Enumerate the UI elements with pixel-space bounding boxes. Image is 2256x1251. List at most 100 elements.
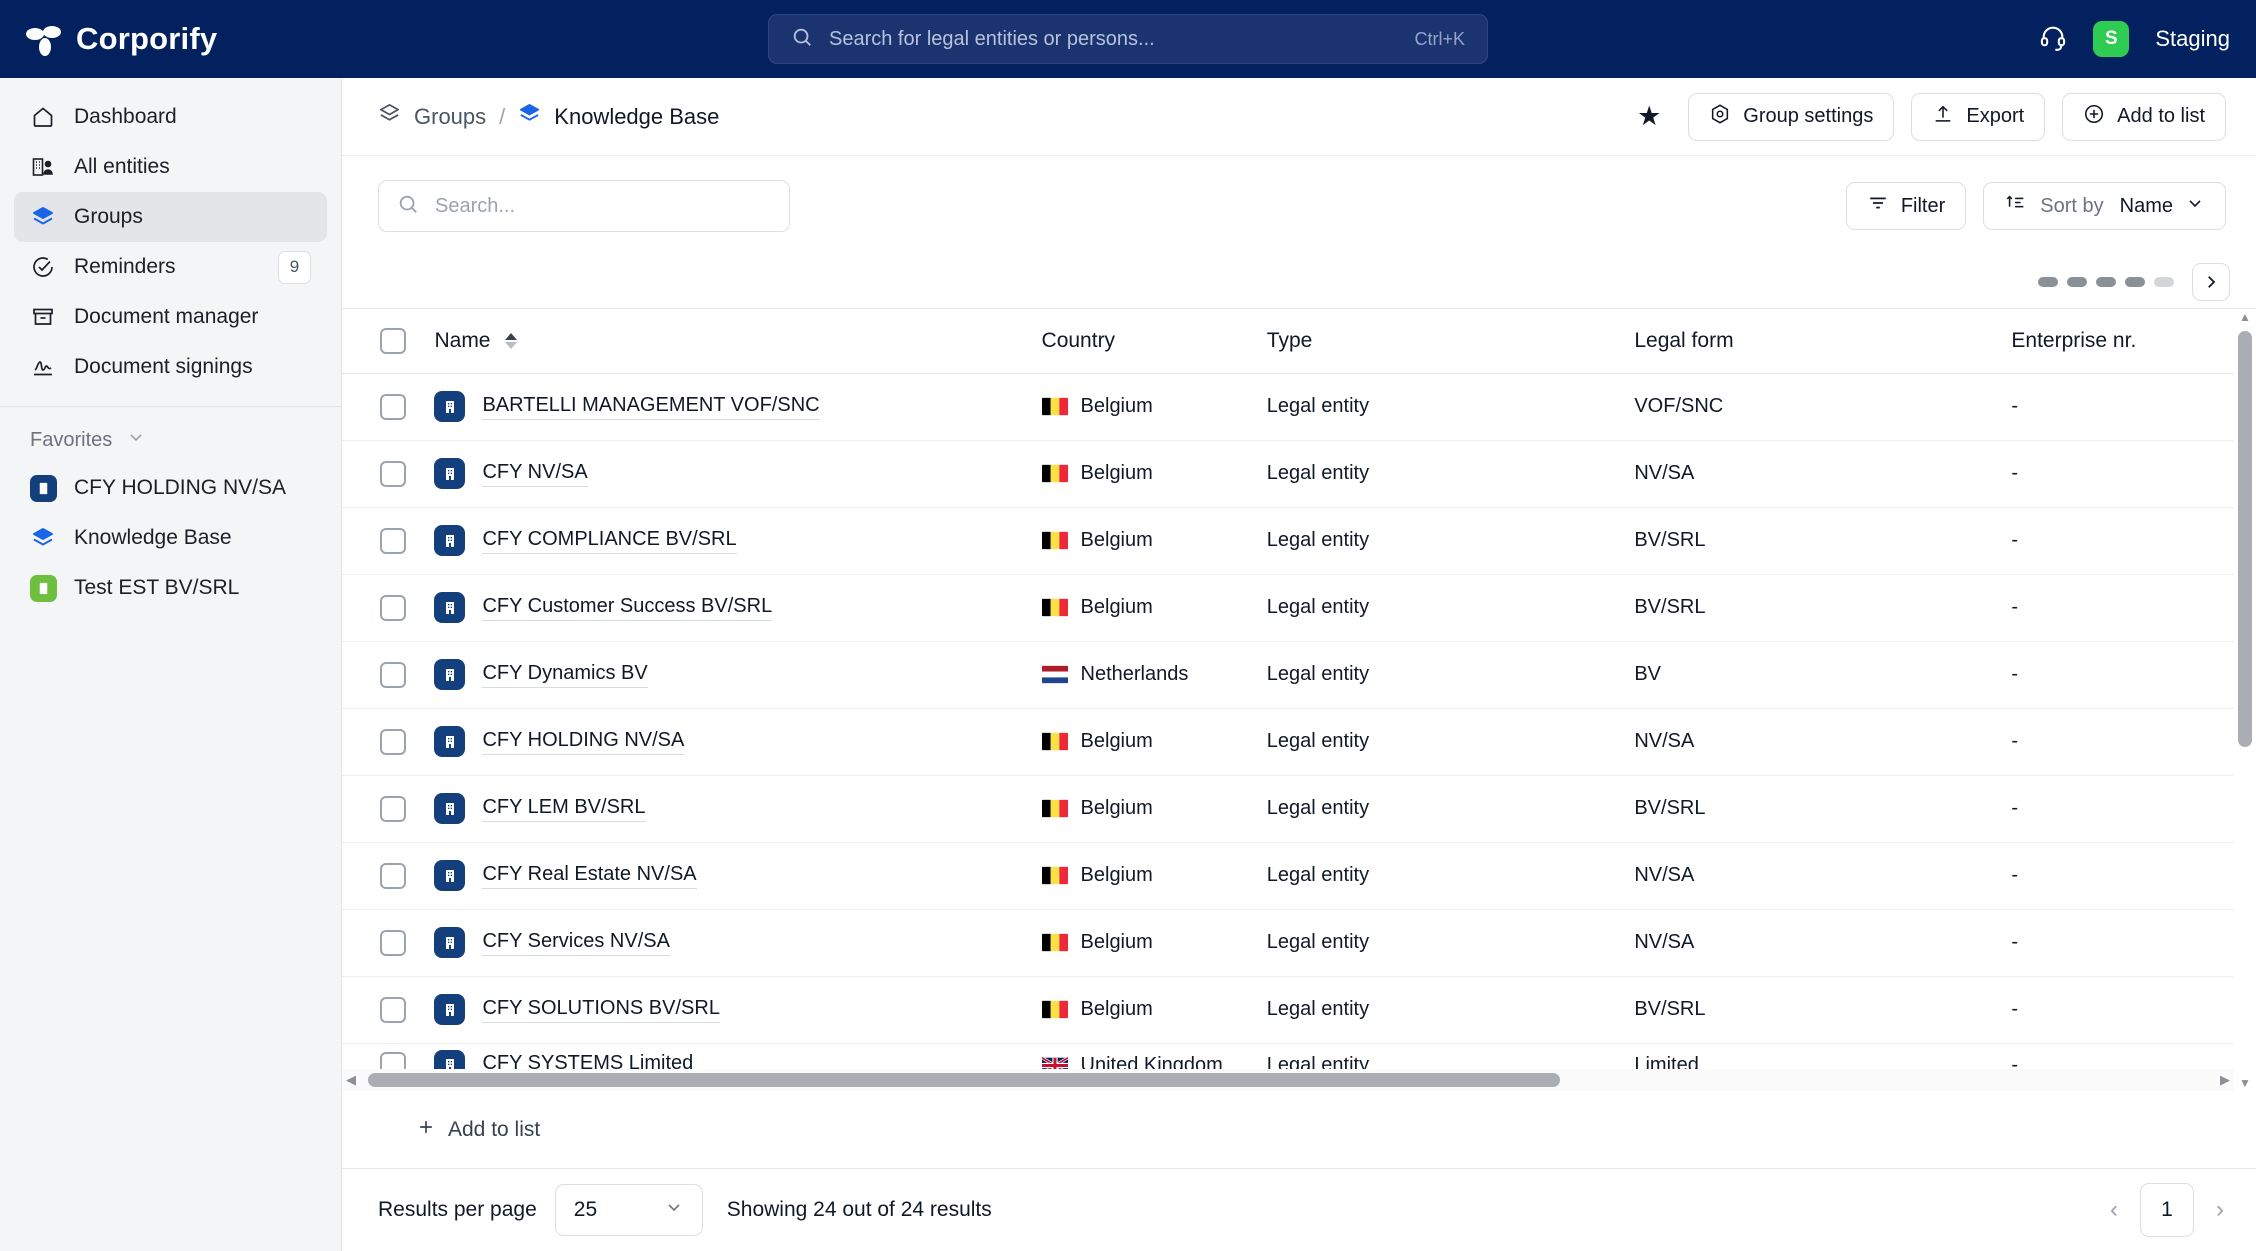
row-checkbox[interactable] bbox=[380, 460, 406, 487]
chevron-left-icon[interactable]: ‹ bbox=[2110, 1196, 2118, 1223]
column-pager-dot[interactable] bbox=[2154, 277, 2174, 287]
row-checkbox[interactable] bbox=[380, 996, 406, 1023]
table-row[interactable]: CFY LEM BV/SRL Belgium Legal entity BV/SRL -… bbox=[342, 775, 2256, 843]
table-row[interactable]: CFY HOLDING NV/SA Belgium Legal entity NV/S… bbox=[342, 708, 2256, 776]
star-filled-icon[interactable]: ★ bbox=[1637, 101, 1662, 131]
home-icon bbox=[30, 104, 56, 130]
search-input[interactable]: Search... bbox=[378, 180, 790, 232]
column-header-label: Name bbox=[434, 328, 491, 352]
entity-name-link[interactable]: CFY Real Estate NV/SA bbox=[482, 863, 697, 889]
favorites-label: Favorites bbox=[30, 428, 113, 451]
type-label: Legal entity bbox=[1266, 462, 1370, 484]
favorites-header[interactable]: Favorites bbox=[0, 421, 341, 463]
global-search-input[interactable]: Search for legal entities or persons... … bbox=[768, 14, 1488, 64]
top-bar: Corporify Search for legal entities or p… bbox=[0, 0, 2256, 78]
table-row[interactable]: CFY Real Estate NV/SA Belgium Legal entity… bbox=[342, 842, 2256, 910]
entity-name-link[interactable]: CFY Customer Success BV/SRL bbox=[482, 595, 773, 621]
select-all-checkbox[interactable] bbox=[380, 327, 406, 354]
favorite-item-cfy-holding[interactable]: CFY HOLDING NV/SA bbox=[14, 463, 327, 513]
row-checkbox[interactable] bbox=[380, 728, 406, 755]
column-pager-dot[interactable] bbox=[2096, 277, 2116, 287]
column-header-legal-form[interactable]: Legal form bbox=[1634, 309, 2012, 374]
column-header-enterprise-nr[interactable]: Enterprise nr. bbox=[2011, 309, 2256, 374]
scroll-down-arrow-icon[interactable]: ▼ bbox=[2239, 1076, 2251, 1090]
breadcrumb-parent[interactable]: Groups bbox=[414, 103, 487, 129]
entity-name-link[interactable]: CFY Services NV/SA bbox=[482, 930, 670, 956]
horizontal-scroll-thumb[interactable] bbox=[368, 1073, 1560, 1087]
row-checkbox[interactable] bbox=[380, 527, 406, 554]
group-settings-button[interactable]: Group settings bbox=[1688, 92, 1895, 141]
entity-name-link[interactable]: BARTELLI MANAGEMENT VOF/SNC bbox=[482, 394, 820, 420]
column-pager-next-button[interactable] bbox=[2192, 263, 2230, 301]
column-pager-dot[interactable] bbox=[2125, 277, 2145, 287]
row-enterprise-nr-cell: - bbox=[2011, 909, 2256, 977]
table-row[interactable]: CFY COMPLIANCE BV/SRL Belgium Legal entity… bbox=[342, 507, 2256, 575]
headset-icon[interactable] bbox=[2039, 23, 2067, 56]
entity-name-link[interactable]: CFY HOLDING NV/SA bbox=[482, 729, 685, 755]
breadcrumb-separator: / bbox=[499, 103, 506, 129]
sort-by-button[interactable]: Sort by Name bbox=[1983, 182, 2226, 230]
horizontal-scroll-track[interactable] bbox=[360, 1069, 2216, 1091]
table-row[interactable]: CFY SOLUTIONS BV/SRL Belgium Legal entity B… bbox=[342, 976, 2256, 1044]
row-type-cell: Legal entity bbox=[1266, 708, 1635, 776]
results-per-page-select[interactable]: 25 bbox=[554, 1184, 703, 1236]
country-label: Belgium bbox=[1080, 730, 1153, 752]
favorite-item-knowledge-base[interactable]: Knowledge Base bbox=[14, 513, 327, 563]
add-to-list-link[interactable]: Add to list bbox=[416, 1117, 540, 1143]
row-checkbox[interactable] bbox=[380, 862, 406, 889]
row-checkbox[interactable] bbox=[380, 795, 406, 822]
results-per-page-value: 25 bbox=[573, 1198, 598, 1221]
column-pager-dot[interactable] bbox=[2038, 277, 2058, 287]
favorite-item-test-est[interactable]: Test EST BV/SRL bbox=[14, 563, 327, 613]
table-header-row: Name Country Type Legal form Enterprise … bbox=[342, 309, 2256, 374]
column-pager-dot[interactable] bbox=[2067, 277, 2087, 287]
entity-name-link[interactable]: CFY COMPLIANCE BV/SRL bbox=[482, 528, 737, 554]
app-shell: Dashboard All entities Groups bbox=[0, 78, 2256, 1251]
vertical-scrollbar[interactable]: ▲ ▼ bbox=[2234, 309, 2256, 1091]
country-label: Belgium bbox=[1080, 395, 1153, 417]
scroll-right-arrow-icon[interactable]: ▶ bbox=[2220, 1072, 2230, 1087]
chevron-right-icon[interactable]: › bbox=[2216, 1196, 2224, 1223]
scroll-up-arrow-icon[interactable]: ▲ bbox=[2239, 310, 2251, 324]
entity-name-link[interactable]: CFY NV/SA bbox=[482, 461, 588, 487]
horizontal-scrollbar[interactable]: ◀ ▶ bbox=[342, 1069, 2234, 1091]
vertical-scroll-thumb[interactable] bbox=[2238, 331, 2252, 747]
filter-button[interactable]: Filter bbox=[1845, 182, 1967, 230]
sidebar-item-reminders[interactable]: Reminders 9 bbox=[14, 242, 327, 292]
table-row[interactable]: CFY Customer Success BV/SRL Belgium Legal … bbox=[342, 574, 2256, 642]
sidebar-item-dashboard[interactable]: Dashboard bbox=[14, 92, 327, 142]
favorite-item-label: Knowledge Base bbox=[74, 526, 232, 549]
sidebar-item-all-entities[interactable]: All entities bbox=[14, 142, 327, 192]
row-enterprise-nr-cell: - bbox=[2011, 641, 2256, 709]
environment-label[interactable]: Staging bbox=[2155, 26, 2230, 51]
entity-name-link[interactable]: CFY LEM BV/SRL bbox=[482, 796, 646, 822]
column-header-country[interactable]: Country bbox=[1041, 309, 1267, 374]
enterprise-nr-label: - bbox=[2011, 1053, 2019, 1076]
entity-name-link[interactable]: CFY Dynamics BV bbox=[482, 662, 648, 688]
scroll-left-arrow-icon[interactable]: ◀ bbox=[346, 1072, 356, 1087]
entity-name-link[interactable]: CFY SOLUTIONS BV/SRL bbox=[482, 997, 720, 1023]
upload-icon bbox=[1932, 103, 1954, 131]
sidebar-item-document-signings[interactable]: Document signings bbox=[14, 342, 327, 392]
table-row[interactable]: CFY Services NV/SA Belgium Legal entity NV/… bbox=[342, 909, 2256, 977]
column-header-type[interactable]: Type bbox=[1266, 309, 1635, 374]
brand[interactable]: Corporify bbox=[0, 21, 342, 57]
row-checkbox[interactable] bbox=[380, 929, 406, 956]
avatar[interactable]: S bbox=[2093, 21, 2130, 57]
vertical-scroll-track[interactable] bbox=[2234, 325, 2256, 1075]
page-number-button[interactable]: 1 bbox=[2140, 1183, 2194, 1237]
add-to-list-button[interactable]: Add to list bbox=[2062, 92, 2226, 141]
enterprise-nr-label: - bbox=[2011, 797, 2019, 819]
sidebar-item-groups[interactable]: Groups bbox=[14, 192, 327, 242]
sidebar-item-document-manager[interactable]: Document manager bbox=[14, 292, 327, 342]
column-header-name[interactable]: Name bbox=[434, 309, 1042, 374]
row-country-cell: Belgium bbox=[1041, 373, 1267, 441]
row-checkbox[interactable] bbox=[380, 594, 406, 621]
row-checkbox[interactable] bbox=[380, 661, 406, 688]
table-row[interactable]: CFY Dynamics BV Netherlands Legal entity BV… bbox=[342, 641, 2256, 709]
row-select-cell bbox=[342, 440, 435, 508]
export-button[interactable]: Export bbox=[1911, 92, 2046, 141]
row-checkbox[interactable] bbox=[380, 393, 406, 420]
table-row[interactable]: BARTELLI MANAGEMENT VOF/SNC Belgium Legal … bbox=[342, 373, 2256, 441]
